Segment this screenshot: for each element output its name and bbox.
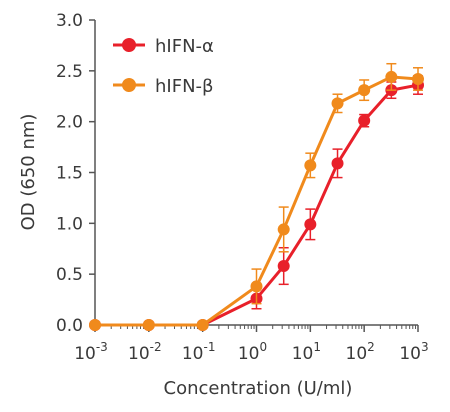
x-tick-label: 10-3 xyxy=(74,340,108,364)
legend-label: hIFN-β xyxy=(155,76,214,97)
series-layer xyxy=(89,62,424,331)
data-point xyxy=(277,223,290,236)
y-tick-label: 2.0 xyxy=(56,113,83,133)
x-tick-label: 101 xyxy=(292,340,321,364)
legend-marker xyxy=(122,78,136,92)
x-tick-label: 10-1 xyxy=(182,340,216,364)
x-tick-label: 103 xyxy=(399,340,428,364)
legend-marker xyxy=(122,38,136,52)
x-tick-label: 102 xyxy=(346,340,375,364)
data-point xyxy=(412,72,424,85)
data-point xyxy=(277,260,290,273)
y-tick-label: 1.0 xyxy=(56,214,83,234)
x-tick-label: 100 xyxy=(238,340,267,364)
series-2 xyxy=(89,62,424,331)
data-point xyxy=(385,70,398,83)
x-axis-label: Concentration (U/ml) xyxy=(164,378,353,399)
data-point xyxy=(331,97,344,110)
data-point xyxy=(331,157,344,170)
data-point xyxy=(304,218,317,231)
data-point xyxy=(89,319,101,331)
data-point xyxy=(358,84,371,97)
y-tick-label: 3.0 xyxy=(56,11,83,31)
axes: 0.0 0.5 1.0 1.5 2.0 2.5 3.0 10-3 10-2 10-1 100 101 1… xyxy=(56,11,429,364)
y-axis-label: OD (650 nm) xyxy=(18,114,39,231)
data-point xyxy=(142,319,155,331)
data-point xyxy=(250,280,263,293)
x-tick-label: 10-2 xyxy=(128,340,162,364)
legend-label: hIFN-α xyxy=(155,36,214,57)
y-tick-label: 0.0 xyxy=(56,316,83,336)
data-point xyxy=(358,114,371,127)
series-line xyxy=(95,75,419,327)
y-tick-label: 1.5 xyxy=(56,164,83,184)
data-point xyxy=(304,159,317,172)
y-tick-label: 2.5 xyxy=(56,62,83,82)
legend: hIFN-α hIFN-β xyxy=(113,36,214,97)
y-tick-label: 0.5 xyxy=(56,265,83,285)
data-point xyxy=(196,319,209,331)
